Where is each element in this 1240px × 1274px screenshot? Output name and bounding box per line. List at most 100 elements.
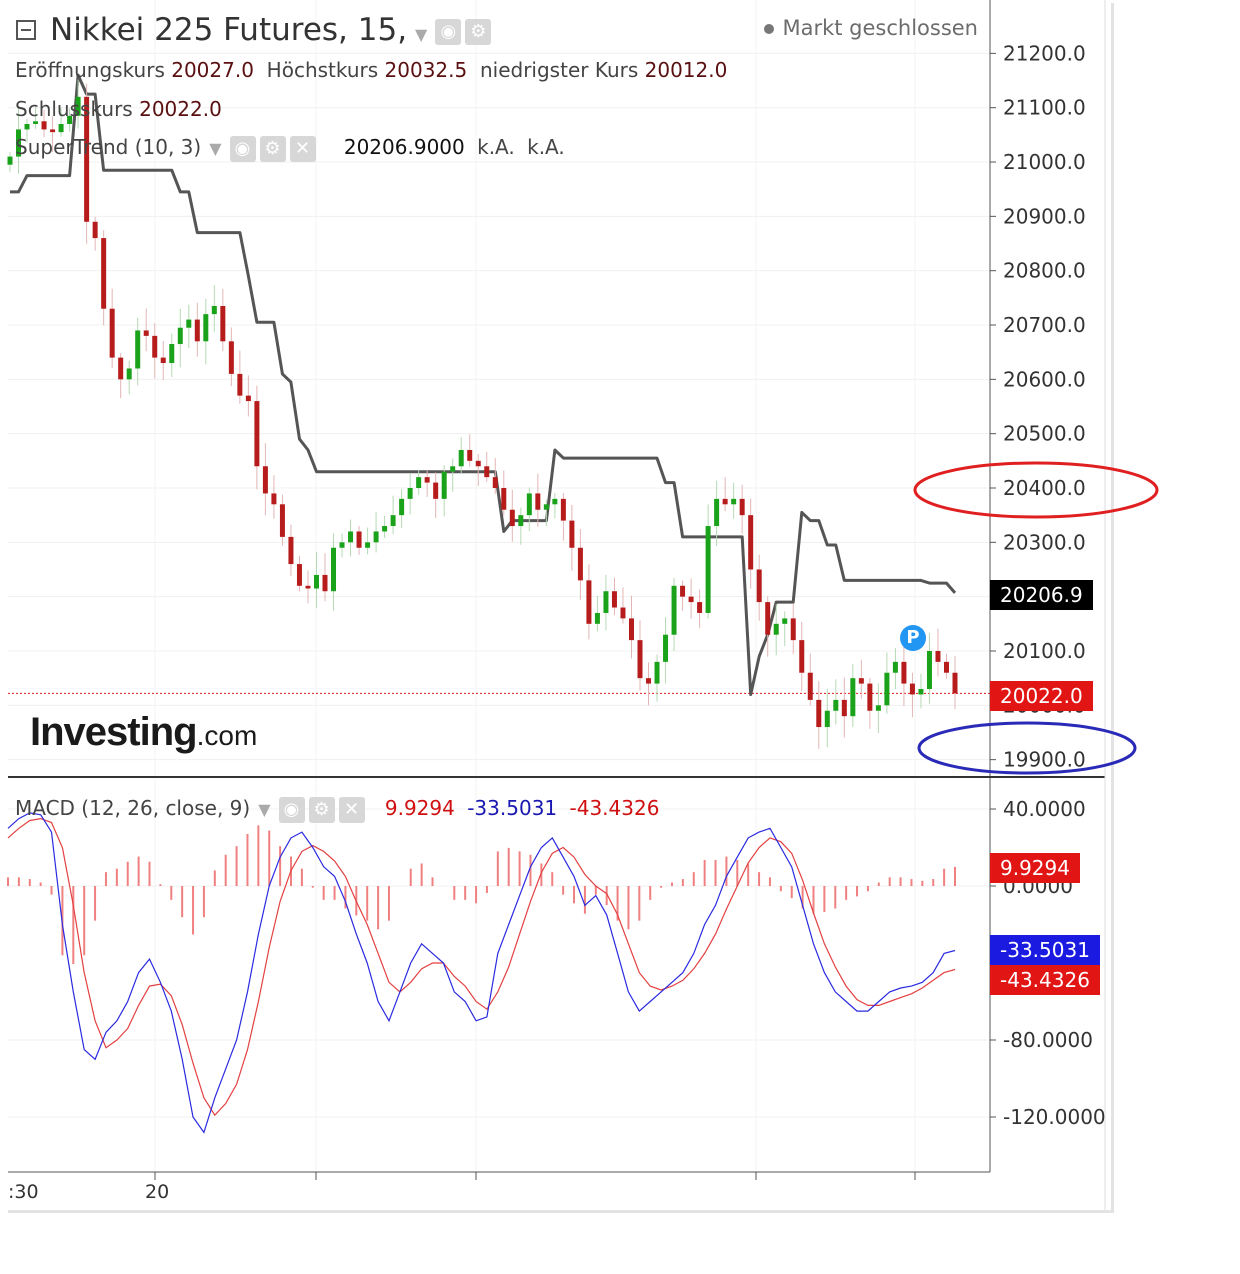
y-tick-label: 20100.0: [1003, 639, 1086, 663]
candle-body: [535, 493, 541, 510]
candle-body: [424, 477, 430, 483]
open-value: 20027.0: [171, 58, 254, 82]
macd-y-tick-label: -80.0000: [1003, 1028, 1093, 1052]
macd-hist-value: 9.9294: [384, 796, 455, 820]
gear-icon[interactable]: ⚙: [465, 18, 492, 45]
candle-body: [756, 569, 762, 603]
macd-signal-tag: -43.4326: [990, 965, 1100, 995]
logo-main: Investing: [30, 710, 198, 754]
candle-body: [169, 344, 175, 364]
eye-icon[interactable]: ◉: [278, 796, 305, 823]
candle-body: [211, 305, 217, 315]
supertrend-na2: k.A.: [527, 135, 565, 159]
candle-body: [688, 596, 694, 603]
candle-body: [816, 699, 822, 728]
x-tick-label: :30: [8, 1181, 39, 1203]
candle-body: [203, 314, 209, 342]
y-tick-label: 20900.0: [1003, 204, 1086, 228]
macd-y-tick-label: -120.0000: [1003, 1105, 1106, 1129]
y-tick-label: 20400.0: [1003, 476, 1086, 500]
candle-body: [365, 542, 371, 548]
candle-body: [850, 678, 856, 717]
candle-body: [484, 466, 490, 478]
candle-body: [152, 335, 158, 358]
candle-body: [765, 602, 771, 635]
candle-body: [433, 482, 439, 499]
candle-body: [348, 531, 354, 543]
candle-body: [943, 661, 949, 673]
candle-body: [731, 498, 737, 505]
candle-body: [637, 640, 643, 679]
candle-body: [84, 96, 90, 222]
collapse-icon[interactable]: [16, 20, 36, 40]
candle-body: [118, 357, 124, 380]
candle-body: [952, 672, 958, 694]
candle-body: [313, 574, 319, 589]
chevron-down-icon[interactable]: ▼: [209, 139, 222, 158]
supertrend-legend[interactable]: SuperTrend (10, 3) ▼ ◉ ⚙ ✕ 20206.9000 k.A. k…: [15, 135, 565, 162]
status-text: Markt geschlossen: [782, 16, 978, 40]
candle-body: [901, 661, 907, 684]
red-annotation-ellipse: [913, 461, 1159, 519]
high-label: Höchstkurs: [266, 58, 379, 82]
close-icon[interactable]: ✕: [338, 796, 365, 823]
candle-body: [824, 710, 830, 728]
close-icon[interactable]: ✕: [289, 135, 316, 162]
candle-body: [501, 488, 507, 510]
candle-body: [441, 471, 447, 499]
candle-body: [697, 602, 703, 613]
symbol-title[interactable]: Nikkei 225 Futures, 15, ▼ ◉ ⚙: [50, 12, 495, 48]
candle-body: [177, 327, 183, 345]
candle-body: [279, 504, 285, 537]
candle-body: [24, 123, 30, 130]
low-value: 20012.0: [644, 58, 728, 82]
candle-body: [884, 672, 890, 706]
chevron-down-icon[interactable]: ▼: [258, 800, 271, 819]
candle-body: [416, 477, 422, 488]
candle-body: [841, 699, 847, 717]
candle-body: [245, 395, 251, 402]
supertrend-value: 20206.9000: [343, 135, 465, 159]
candle-body: [58, 123, 64, 133]
close-value: 20022.0: [139, 97, 222, 121]
candle-body: [611, 591, 617, 608]
chevron-down-icon[interactable]: ▼: [415, 25, 428, 44]
y-tick-label: 20800.0: [1003, 259, 1086, 283]
candle-body: [373, 531, 379, 543]
candle-body: [475, 460, 481, 467]
macd-hist-tag: 9.9294: [990, 853, 1080, 883]
candle-body: [714, 498, 720, 527]
event-marker-icon[interactable]: P: [900, 625, 926, 651]
candle-body: [671, 585, 677, 635]
candle-body: [654, 661, 660, 684]
y-tick-label: 21000.0: [1003, 150, 1086, 174]
candle-body: [628, 618, 634, 641]
candle-body: [705, 526, 711, 613]
gear-icon[interactable]: ⚙: [308, 796, 335, 823]
macd-label: MACD (12, 26, close, 9): [15, 796, 251, 820]
close-legend: Schlusskurs 20022.0: [15, 97, 222, 121]
candle-body: [458, 449, 464, 467]
candle-body: [663, 634, 669, 662]
high-value: 20032.5: [384, 58, 468, 82]
candle-body: [467, 449, 473, 461]
candle-body: [92, 221, 98, 239]
candle-body: [586, 580, 592, 624]
candle-body: [739, 498, 745, 516]
candle-body: [526, 493, 532, 516]
candle-body: [305, 585, 311, 589]
candle-body: [262, 466, 268, 494]
candle-body: [339, 542, 345, 548]
candle-body: [237, 373, 243, 396]
gear-icon[interactable]: ⚙: [259, 135, 286, 162]
candle-body: [807, 672, 813, 700]
eye-icon[interactable]: ◉: [435, 18, 462, 45]
macd-legend[interactable]: MACD (12, 26, close, 9) ▼ ◉ ⚙ ✕ 9.9294 -33.5…: [15, 796, 659, 823]
supertrend-na1: k.A.: [477, 135, 515, 159]
candle-body: [41, 121, 47, 130]
eye-icon[interactable]: ◉: [229, 135, 256, 162]
supertrend-label: SuperTrend (10, 3): [15, 135, 202, 159]
y-tick-label: 21200.0: [1003, 41, 1086, 65]
candle-body: [594, 612, 600, 624]
